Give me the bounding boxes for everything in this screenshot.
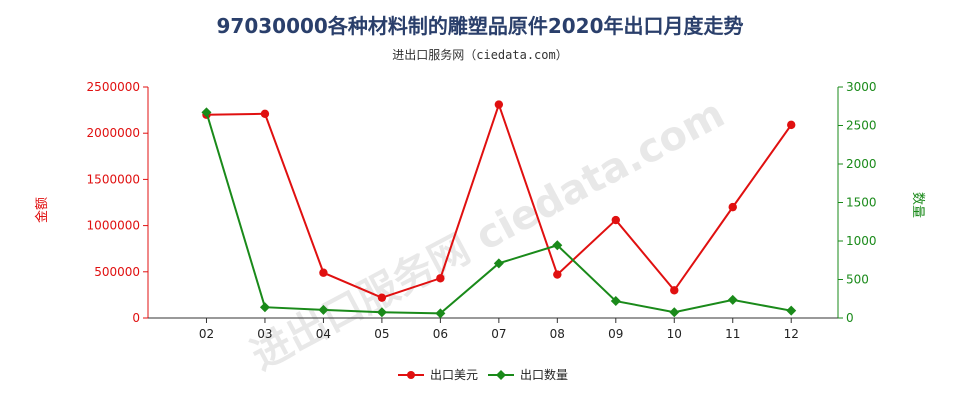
data-point-quantity <box>610 296 621 307</box>
data-point-quantity <box>259 302 270 313</box>
right-tick-label: 3000 <box>846 80 877 94</box>
right-tick-label: 1500 <box>846 196 877 210</box>
data-point-amount <box>787 120 796 130</box>
x-tick-label: 02 <box>199 327 214 341</box>
left-tick-label: 0 <box>132 311 140 325</box>
data-point-amount <box>377 293 387 302</box>
x-tick-label: 09 <box>608 327 623 341</box>
left-tick-label: 1000000 <box>87 219 140 233</box>
data-point-quantity <box>318 304 329 315</box>
x-tick-label: 07 <box>491 327 506 341</box>
left-tick-label: 500000 <box>94 265 140 279</box>
chart-subtitle: 进出口服务网（ciedata.com） <box>392 48 568 62</box>
data-point-amount <box>553 270 562 279</box>
x-tick-label: 12 <box>784 327 799 341</box>
chart-title: 97030000各种材料制的雕塑品原件2020年出口月度走势 <box>216 14 744 38</box>
data-point-quantity <box>376 307 387 318</box>
data-point-amount <box>494 100 504 109</box>
data-point-amount <box>436 274 445 283</box>
data-point-quantity <box>669 307 680 318</box>
data-point-quantity <box>201 107 212 118</box>
x-tick-label: 05 <box>374 327 389 341</box>
right-tick-label: 500 <box>846 273 869 287</box>
data-point-quantity <box>493 258 504 269</box>
left-tick-label: 1500000 <box>87 172 140 186</box>
data-point-quantity <box>435 308 446 319</box>
legend-label: 出口美元 <box>430 368 478 382</box>
data-point-amount <box>260 109 270 118</box>
right-tick-label: 1000 <box>846 234 877 248</box>
data-point-amount <box>319 268 328 277</box>
left-tick-label: 2000000 <box>87 126 140 140</box>
left-axis-label: 金额 <box>34 197 50 223</box>
data-point-quantity <box>786 305 797 316</box>
data-point-quantity <box>552 240 563 251</box>
right-tick-label: 2500 <box>846 119 877 133</box>
legend-marker <box>407 371 415 379</box>
data-point-amount <box>728 202 737 212</box>
left-tick-label: 2500000 <box>87 80 140 94</box>
data-point-amount <box>670 286 679 295</box>
x-tick-label: 10 <box>667 327 682 341</box>
x-tick-label: 08 <box>550 327 565 341</box>
x-tick-label: 11 <box>725 327 740 341</box>
x-tick-label: 03 <box>257 327 272 341</box>
right-tick-label: 2000 <box>846 157 877 171</box>
data-point-amount <box>611 215 620 225</box>
right-tick-label: 0 <box>846 311 854 325</box>
legend-label: 出口数量 <box>520 367 568 382</box>
x-tick-label: 06 <box>433 327 448 341</box>
right-axis-label: 数量 <box>910 192 925 218</box>
data-point-quantity <box>727 294 738 305</box>
x-tick-label: 04 <box>316 327 331 341</box>
legend-marker <box>496 370 506 380</box>
